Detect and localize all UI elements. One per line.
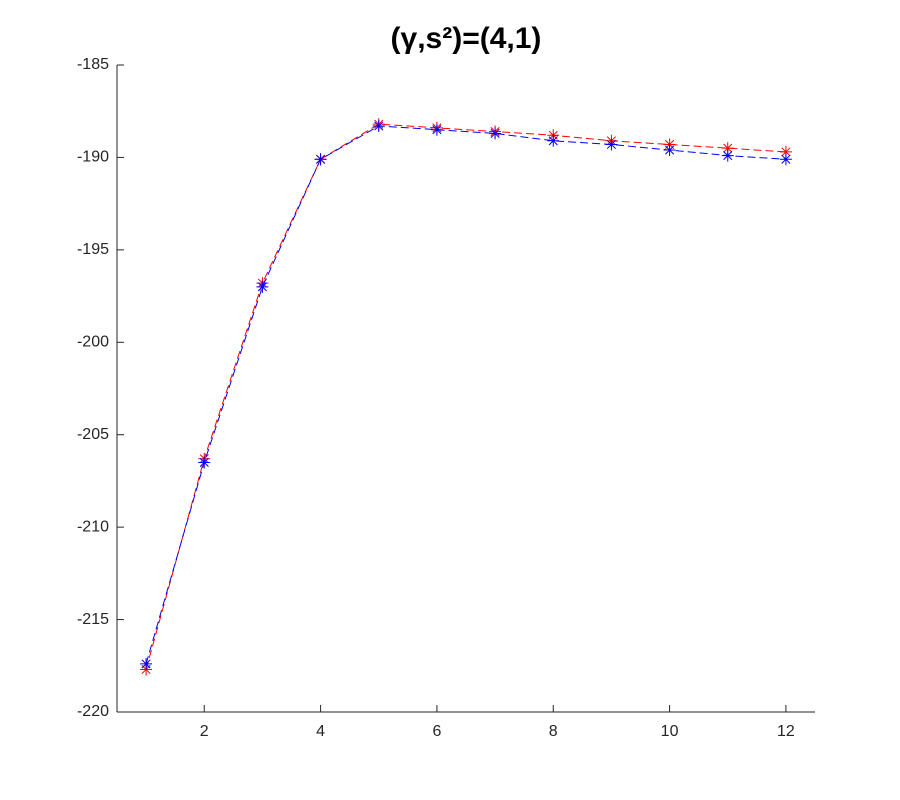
data-marker: [605, 138, 618, 151]
x-tick-label: 12: [777, 723, 795, 740]
data-marker: [198, 456, 211, 469]
y-tick-label: -185: [77, 56, 109, 73]
x-tick-label: 2: [200, 723, 209, 740]
y-tick-label: -200: [77, 334, 109, 351]
y-tick-label: -205: [77, 426, 109, 443]
data-marker: [721, 142, 734, 155]
x-tick-label: 4: [316, 723, 325, 740]
data-marker: [430, 123, 443, 136]
data-marker: [547, 134, 560, 147]
y-tick-label: -215: [77, 611, 109, 628]
data-marker: [489, 127, 502, 140]
data-marker: [314, 153, 327, 166]
y-tick-label: -220: [77, 703, 109, 720]
data-marker: [372, 120, 385, 133]
data-marker: [663, 144, 676, 157]
y-tick-label: -190: [77, 149, 109, 166]
chart-title: (γ,s²)=(4,1): [391, 22, 542, 55]
data-marker: [779, 145, 792, 158]
data-marker: [140, 657, 153, 670]
x-tick-label: 6: [432, 723, 441, 740]
series-line: [145, 125, 786, 665]
x-tick-label: 8: [549, 723, 558, 740]
y-tick-label: -195: [77, 241, 109, 258]
x-tick-label: 10: [661, 723, 679, 740]
data-marker: [721, 149, 734, 162]
data-marker: [779, 153, 792, 166]
data-marker: [256, 280, 269, 293]
y-tick-label: -210: [77, 518, 109, 535]
series-line: [145, 123, 786, 670]
